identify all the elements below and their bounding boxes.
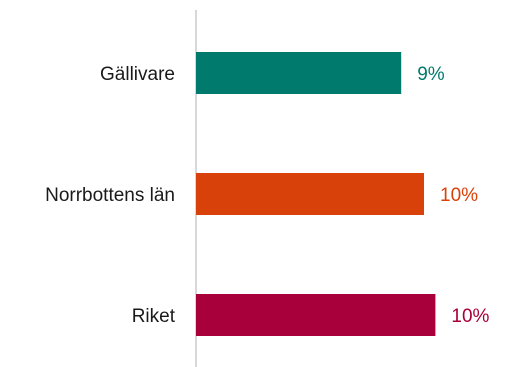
bar-1 xyxy=(196,173,424,215)
bar-0 xyxy=(196,52,402,94)
category-label-2: Riket xyxy=(132,306,176,327)
category-label-0: Gällivare xyxy=(100,64,175,85)
bar-2 xyxy=(196,294,436,336)
bars-layer: Gällivare 9% Norrbottens län 10% Riket 10% xyxy=(45,52,490,336)
value-label-0: 9% xyxy=(417,64,445,85)
value-label-1: 10% xyxy=(440,185,478,206)
category-label-1: Norrbottens län xyxy=(45,185,175,206)
value-label-2: 10% xyxy=(451,306,489,327)
